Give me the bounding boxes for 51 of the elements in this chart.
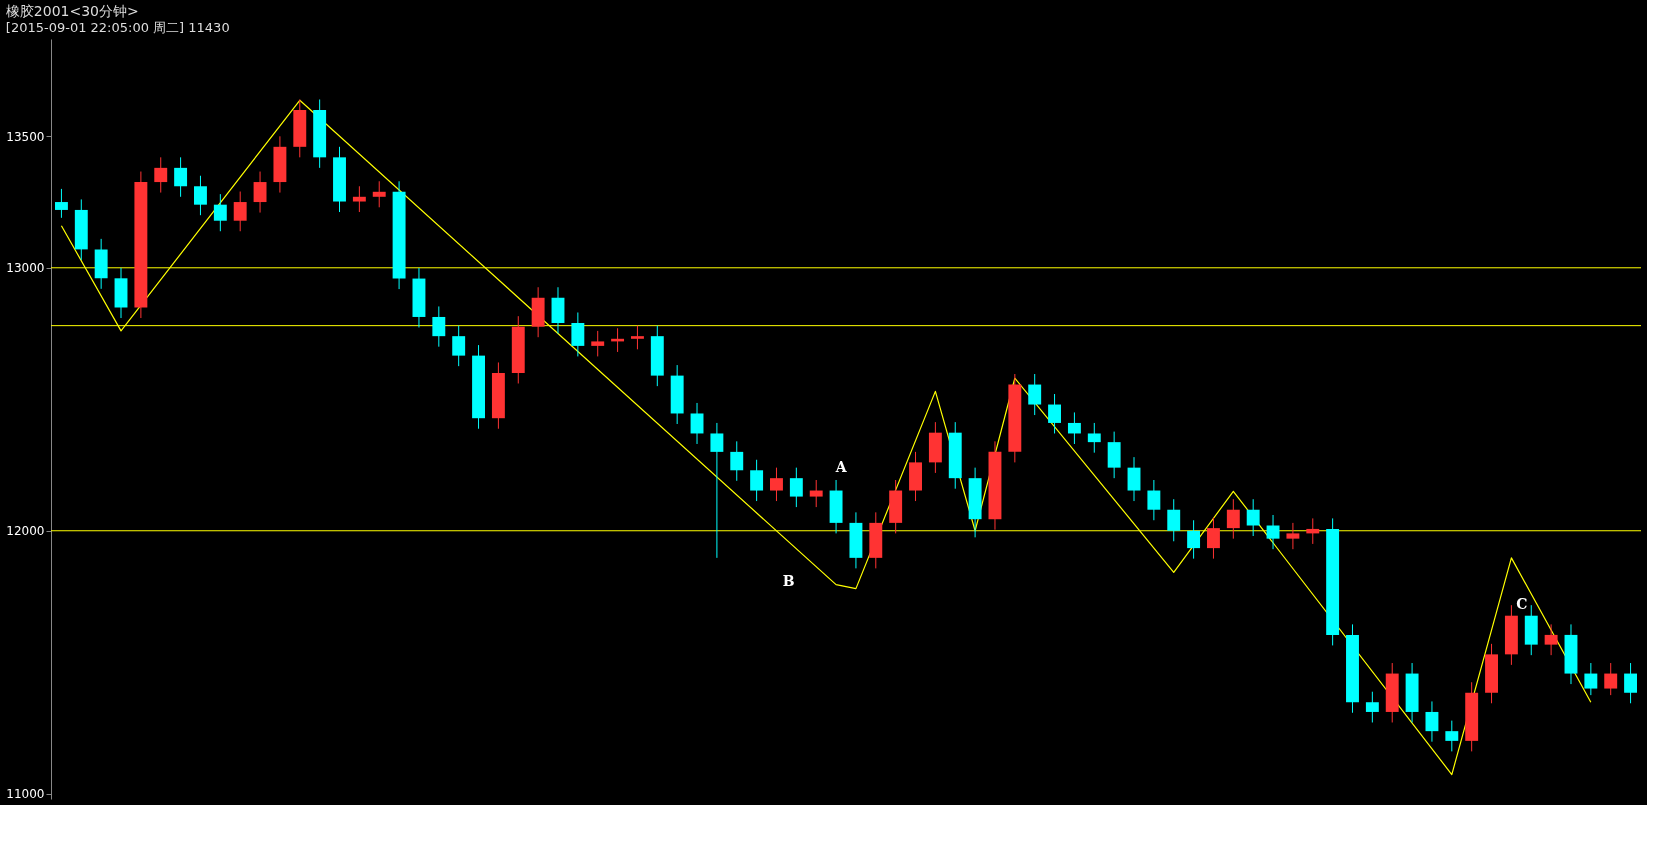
candlestick	[1266, 514, 1280, 550]
candlestick	[1624, 662, 1638, 704]
candlestick	[352, 185, 366, 213]
candlestick	[54, 188, 68, 219]
y-tick-label: 13500	[6, 129, 45, 144]
candlestick	[1286, 522, 1300, 550]
candlestick	[432, 305, 446, 348]
chart-subtitle: [2015-09-01 22:05:00 周二] 11430	[5, 20, 230, 35]
y-tick-label: 12000	[6, 524, 45, 539]
candlestick	[1425, 700, 1439, 743]
candlestick	[233, 191, 247, 232]
candlestick	[452, 325, 466, 367]
candlestick	[730, 440, 744, 482]
candlestick	[174, 156, 188, 198]
candlestick	[1604, 662, 1618, 696]
candlestick	[750, 459, 764, 502]
candlestick	[1544, 623, 1558, 656]
candlestick	[253, 171, 267, 214]
candlestick	[1445, 720, 1459, 752]
candlestick	[194, 175, 207, 216]
y-tick-label: 11000	[6, 787, 45, 802]
candlestick	[770, 467, 783, 502]
candlestick	[1127, 456, 1141, 502]
candlestick	[1067, 411, 1081, 445]
candlestick	[1028, 373, 1042, 416]
candlestick	[1167, 498, 1181, 542]
candlestick	[1048, 393, 1062, 434]
candlestick	[1226, 498, 1240, 540]
candlestick	[372, 180, 386, 208]
candlestick	[591, 330, 605, 357]
candlestick	[1087, 422, 1101, 454]
candlestick	[710, 422, 724, 559]
candlestick	[809, 479, 823, 508]
candlestick	[154, 156, 168, 194]
candlestick	[630, 325, 644, 350]
candlestick	[1306, 517, 1320, 545]
annotation: B	[782, 573, 795, 590]
candlestick	[1246, 498, 1260, 537]
candlestick	[1147, 479, 1161, 521]
candlestick	[1187, 519, 1201, 560]
candlestick	[690, 402, 704, 445]
candlestick	[789, 467, 803, 508]
candlestick	[1365, 691, 1379, 723]
candlestick	[1207, 517, 1220, 560]
y-tick-label: 13000	[6, 261, 45, 276]
candlestick	[1584, 662, 1598, 696]
annotation: A	[834, 459, 848, 476]
candlestick	[571, 311, 585, 357]
chart-title: 橡胶2001<30分钟>	[5, 3, 139, 19]
annotation: C	[1516, 596, 1528, 613]
candlestick	[213, 193, 227, 232]
